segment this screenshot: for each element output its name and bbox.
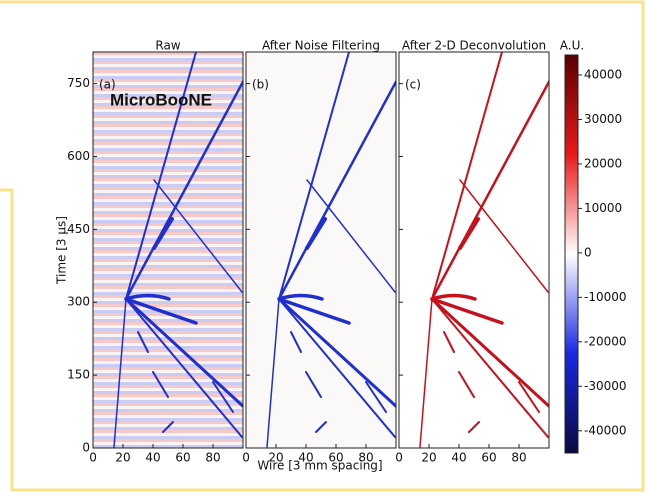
panel-tag: (b) <box>252 78 269 92</box>
y-axis-label: Time [3 μs] <box>55 216 69 285</box>
colorbar <box>564 54 579 454</box>
x-tick-label: 20 <box>421 451 436 465</box>
y-tick-label: 300 <box>67 295 90 309</box>
panel: After 2-D Deconvolution (c) 0 20 40 60 80 <box>395 39 550 465</box>
colorbar-tick-label: -40000 <box>584 423 627 437</box>
panel-title: After Noise Filtering <box>262 39 380 53</box>
x-tick-label: 60 <box>481 451 496 465</box>
panel: After Noise Filtering (b) 0 20 40 60 80 <box>242 39 397 465</box>
y-tick-label: 750 <box>67 76 90 90</box>
panel-frame <box>92 51 244 449</box>
panel-background <box>93 52 243 448</box>
x-tick-label: 0 <box>89 451 97 465</box>
colorbar-tick-label: 10000 <box>584 201 622 215</box>
y-tick-label: 600 <box>67 149 90 163</box>
panel-frame <box>398 51 550 449</box>
x-tick-label: 0 <box>242 451 250 465</box>
x-tick-label: 60 <box>328 451 343 465</box>
logo: MicroBooNE <box>110 90 212 109</box>
x-tick-label: 80 <box>511 451 526 465</box>
panel-title: After 2-D Deconvolution <box>402 39 546 53</box>
colorbar-tick-label: -10000 <box>584 290 627 304</box>
y-tick-label: 450 <box>67 222 90 236</box>
panel-background <box>246 52 396 448</box>
y-tick-label: 0 <box>82 441 90 455</box>
colorbar-tick-label: 40000 <box>584 68 622 82</box>
colorbar-tick-label: -20000 <box>584 334 627 348</box>
panel-frame <box>245 51 397 449</box>
x-tick-label: 80 <box>358 451 373 465</box>
x-tick-label: 40 <box>451 451 466 465</box>
x-tick-label: 20 <box>268 451 283 465</box>
x-tick-label: 40 <box>145 451 160 465</box>
x-axis-label: Wire [3 mm spacing] <box>257 459 382 473</box>
x-tick-label: 0 <box>395 451 403 465</box>
panel-tag: (a) <box>99 78 116 92</box>
colorbar-tick-label: -30000 <box>584 379 627 393</box>
colorbar-title: A.U. <box>560 39 584 53</box>
x-tick-label: 60 <box>175 451 190 465</box>
colorbar-tick-label: 20000 <box>584 156 622 170</box>
panel: Raw (a) 0 20 40 60 80 0 150 300 450 600 750 <box>67 39 244 465</box>
y-tick-label: 150 <box>67 368 90 382</box>
panel-tag: (c) <box>405 78 421 92</box>
x-tick-label: 20 <box>115 451 130 465</box>
x-tick-label: 40 <box>298 451 313 465</box>
panel-background <box>399 52 549 448</box>
x-tick-label: 80 <box>205 451 220 465</box>
colorbar-tick-label: 30000 <box>584 112 622 126</box>
colorbar-tick-label: 0 <box>584 245 592 259</box>
panel-title: Raw <box>155 39 180 53</box>
